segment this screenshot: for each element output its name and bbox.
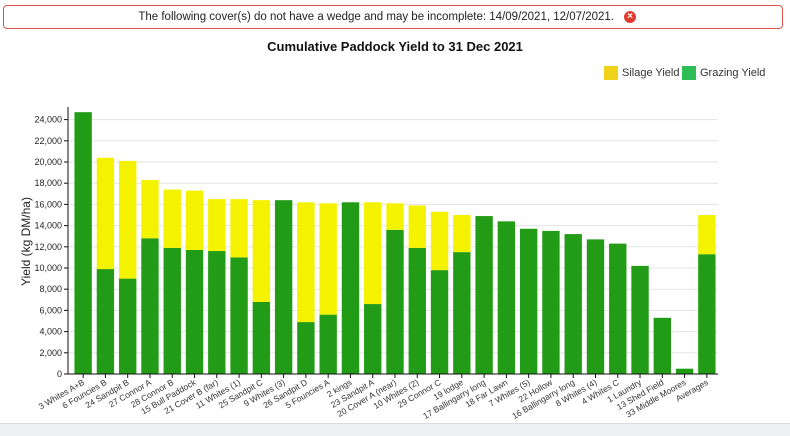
bar-grazing[interactable] xyxy=(430,270,449,374)
bar-grazing[interactable] xyxy=(497,221,516,374)
bar-silage[interactable] xyxy=(185,190,204,250)
bar-grazing[interactable] xyxy=(586,239,605,374)
bar-grazing[interactable] xyxy=(364,304,382,374)
bar-grazing[interactable] xyxy=(564,234,582,374)
bar-grazing[interactable] xyxy=(297,322,315,374)
y-tick-label: 12,000 xyxy=(34,242,62,252)
y-tick-label: 20,000 xyxy=(34,157,62,167)
bar-grazing[interactable] xyxy=(74,112,92,375)
bar-grazing[interactable] xyxy=(386,229,404,374)
bar-grazing[interactable] xyxy=(230,257,248,374)
bar-grazing[interactable] xyxy=(96,269,115,374)
bar-silage[interactable] xyxy=(386,203,404,230)
bar-silage[interactable] xyxy=(163,189,181,248)
y-tick-label: 18,000 xyxy=(34,178,62,188)
bar-silage[interactable] xyxy=(141,180,159,239)
legend-label-grazing: Grazing Yield xyxy=(700,67,766,79)
bar-silage[interactable] xyxy=(252,200,271,302)
bar-grazing[interactable] xyxy=(319,314,337,374)
bar-grazing[interactable] xyxy=(141,238,159,374)
bottom-scroll-bar xyxy=(0,423,790,436)
y-tick-label: 6,000 xyxy=(39,305,62,315)
bar-grazing[interactable] xyxy=(653,317,671,374)
chart-title: Cumulative Paddock Yield to 31 Dec 2021 xyxy=(267,39,523,54)
y-tick-labels: 0 2,000 4,000 6,000 8,000 10,000 12,000 14,000 1… xyxy=(34,115,62,379)
bar-grazing[interactable] xyxy=(698,254,716,374)
y-tick-label: 14,000 xyxy=(34,221,62,231)
y-tick-label: 10,000 xyxy=(34,263,62,273)
bar-grazing[interactable] xyxy=(274,200,293,374)
bar-silage[interactable] xyxy=(297,202,315,323)
bar-silage[interactable] xyxy=(230,199,248,258)
incomplete-cover-alert: The following cover(s) do not have a wed… xyxy=(3,5,783,29)
bar-silage[interactable] xyxy=(96,157,115,270)
x-tick-labels: 3 Whites A+B6 Founcies B24 Sandpit B27 C… xyxy=(37,377,710,421)
bar-grazing[interactable] xyxy=(675,368,694,374)
bar-silage[interactable] xyxy=(364,202,382,305)
bar-silage[interactable] xyxy=(698,215,716,255)
bar-grazing[interactable] xyxy=(609,243,627,374)
bar-grazing[interactable] xyxy=(519,228,538,374)
bar-grazing[interactable] xyxy=(185,249,204,374)
y-tick-label: 0 xyxy=(57,369,62,379)
y-tick-label: 16,000 xyxy=(34,199,62,209)
y-tick-label: 4,000 xyxy=(39,327,62,337)
y-axis-label: Yield (kg DM/ha) xyxy=(19,197,33,286)
bar-grazing[interactable] xyxy=(408,247,426,374)
bar-grazing[interactable] xyxy=(475,216,493,374)
legend-swatch-grazing xyxy=(682,66,696,80)
legend-swatch-silage xyxy=(604,66,618,80)
y-tick-label: 8,000 xyxy=(39,284,62,294)
alert-message: The following cover(s) do not have a wed… xyxy=(138,11,614,23)
y-tick-label: 2,000 xyxy=(39,348,62,358)
bars xyxy=(74,112,716,375)
bar-grazing[interactable] xyxy=(208,251,226,374)
legend-label-silage: Silage Yield xyxy=(622,67,680,79)
bar-grazing[interactable] xyxy=(341,202,360,374)
bar-grazing[interactable] xyxy=(119,278,137,374)
bar-grazing[interactable] xyxy=(453,252,471,374)
bar-silage[interactable] xyxy=(319,203,337,315)
bar-grazing[interactable] xyxy=(252,301,271,374)
close-circle-icon[interactable]: × xyxy=(624,11,636,23)
y-tick-label: 22,000 xyxy=(34,136,62,146)
axes xyxy=(64,107,718,378)
bar-silage[interactable] xyxy=(453,215,471,253)
bar-grazing[interactable] xyxy=(542,230,560,374)
bar-silage[interactable] xyxy=(430,211,449,271)
y-tick-label: 24,000 xyxy=(34,115,62,125)
bar-grazing[interactable] xyxy=(631,265,649,374)
bar-silage[interactable] xyxy=(408,205,426,248)
bar-silage[interactable] xyxy=(208,199,226,252)
bar-silage[interactable] xyxy=(119,160,137,279)
bar-grazing[interactable] xyxy=(163,247,181,374)
